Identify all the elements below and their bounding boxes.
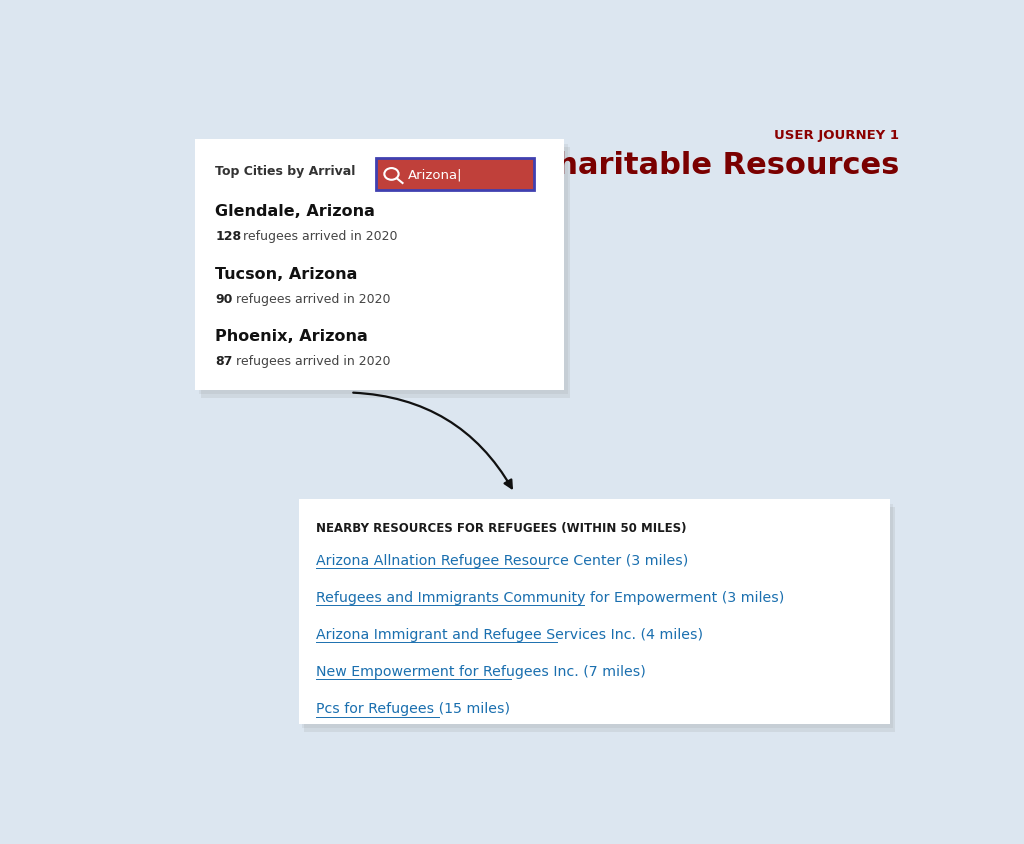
Text: USER JOURNEY 1: USER JOURNEY 1: [774, 128, 899, 142]
Text: Charitable Resources: Charitable Resources: [534, 151, 899, 180]
FancyBboxPatch shape: [377, 159, 534, 191]
Text: New Empowerment for Refugees Inc. (7 miles): New Empowerment for Refugees Inc. (7 mil…: [316, 664, 646, 678]
Text: Arizona|: Arizona|: [409, 168, 463, 181]
Text: Refugees and Immigrants Community for Empowerment (3 miles): Refugees and Immigrants Community for Em…: [316, 590, 784, 604]
Text: Glendale, Arizona: Glendale, Arizona: [215, 204, 375, 219]
Text: Top Cities by Arrival: Top Cities by Arrival: [215, 165, 355, 178]
Text: refugees arrived in 2020: refugees arrived in 2020: [231, 292, 390, 306]
FancyBboxPatch shape: [302, 504, 893, 728]
Text: Phoenix, Arizona: Phoenix, Arizona: [215, 328, 368, 344]
Text: NEARBY RESOURCES FOR REFUGEES (WITHIN 50 MILES): NEARBY RESOURCES FOR REFUGEES (WITHIN 50…: [316, 521, 686, 534]
FancyBboxPatch shape: [201, 148, 570, 398]
Text: refugees arrived in 2020: refugees arrived in 2020: [231, 354, 390, 368]
FancyBboxPatch shape: [196, 140, 564, 391]
Text: Arizona Immigrant and Refugee Services Inc. (4 miles): Arizona Immigrant and Refugee Services I…: [316, 627, 703, 641]
FancyBboxPatch shape: [199, 145, 567, 395]
Text: refugees arrived in 2020: refugees arrived in 2020: [239, 230, 397, 243]
FancyBboxPatch shape: [304, 507, 895, 732]
Text: 87: 87: [215, 354, 232, 368]
FancyBboxPatch shape: [299, 500, 890, 724]
Text: Tucson, Arizona: Tucson, Arizona: [215, 267, 357, 281]
Text: 90: 90: [215, 292, 232, 306]
Text: Pcs for Refugees (15 miles): Pcs for Refugees (15 miles): [316, 701, 510, 715]
Text: Arizona Allnation Refugee Resource Center (3 miles): Arizona Allnation Refugee Resource Cente…: [316, 553, 688, 567]
Text: 128: 128: [215, 230, 242, 243]
